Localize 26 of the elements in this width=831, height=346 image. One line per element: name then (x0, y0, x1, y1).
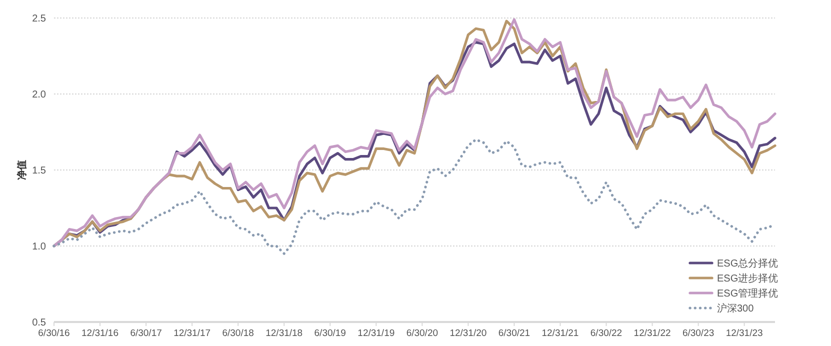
legend-label: ESG进步择优 (717, 272, 778, 284)
legend-label: 沪深300 (717, 302, 754, 314)
x-tick-label: 12/31/18 (266, 328, 303, 339)
x-tick-label: 12/31/21 (542, 328, 579, 339)
legend-label: ESG管理择优 (717, 288, 778, 300)
x-tick-label: 12/31/17 (174, 328, 211, 339)
legend-label: ESG总分择优 (717, 258, 778, 270)
y-axis-title: 净值 (16, 160, 28, 180)
y-tick-label: 1.5 (32, 166, 46, 176)
x-tick-label: 6/30/22 (590, 328, 622, 339)
x-tick-label: 12/31/20 (450, 328, 487, 339)
x-tick-label: 12/31/16 (82, 328, 119, 339)
x-tick-label: 12/31/19 (358, 328, 395, 339)
y-tick-label: 2.5 (32, 14, 46, 24)
x-tick-label: 6/30/20 (406, 328, 438, 339)
x-tick-label: 6/30/23 (682, 328, 714, 339)
x-tick-label: 12/31/23 (726, 328, 763, 339)
x-tick-label: 12/31/22 (634, 328, 671, 339)
y-tick-label: 0.5 (32, 318, 46, 328)
x-tick-label: 6/30/19 (314, 328, 346, 339)
x-tick-label: 6/30/17 (130, 328, 162, 339)
y-tick-label: 2.0 (32, 90, 46, 100)
x-tick-label: 6/30/18 (222, 328, 254, 339)
y-tick-label: 1.0 (32, 242, 46, 252)
x-tick-label: 6/30/16 (38, 328, 70, 339)
x-tick-label: 6/30/21 (498, 328, 530, 339)
